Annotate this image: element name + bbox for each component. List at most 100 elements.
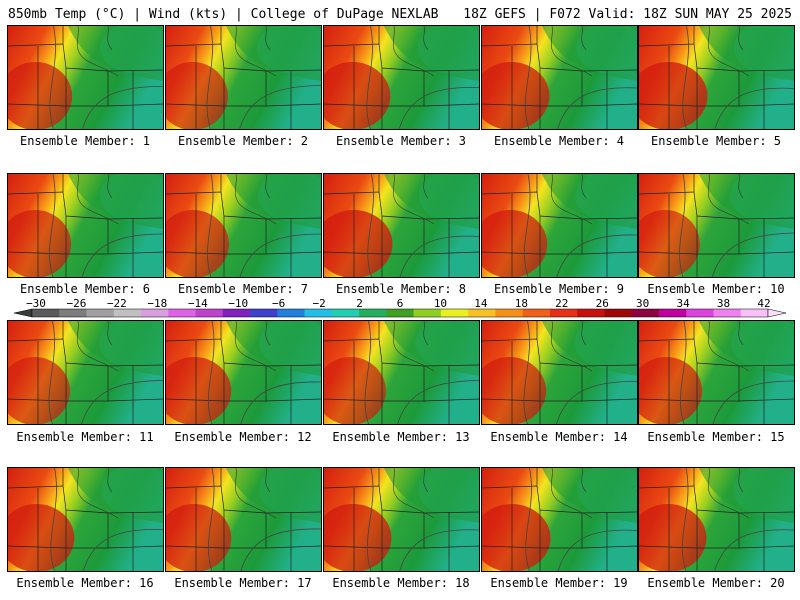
state-border	[8, 545, 67, 549]
warm-core	[324, 210, 393, 277]
river-line	[550, 321, 593, 372]
colorbar-tick-label: 2	[356, 297, 363, 310]
colorbar-segment	[32, 309, 60, 317]
river-line	[234, 26, 277, 77]
state-border	[166, 398, 225, 402]
state-border	[639, 398, 698, 402]
ensemble-member-label: Ensemble Member: 9	[493, 282, 625, 296]
colorbar-right-arrow	[767, 308, 787, 318]
state-border	[381, 216, 425, 255]
state-border	[265, 103, 321, 107]
colorbar-segment	[604, 309, 633, 317]
colorbar-segment	[86, 309, 115, 317]
river-line	[265, 321, 271, 346]
colorbar-tick-label: 42	[757, 297, 771, 310]
river-line	[738, 174, 744, 199]
ensemble-panel-15	[638, 320, 795, 425]
warm-core	[639, 62, 708, 129]
river-line	[423, 468, 429, 493]
river-line	[392, 174, 435, 225]
warm-core	[166, 357, 232, 424]
river-line	[581, 174, 587, 199]
warm-core	[639, 357, 702, 424]
temperature-map	[324, 26, 479, 129]
state-border	[223, 363, 267, 402]
isotherm-contour	[82, 528, 163, 571]
temperature-map	[482, 468, 637, 571]
colorbar-segment	[713, 309, 742, 317]
isotherm-contour	[556, 234, 637, 277]
green-band	[699, 174, 794, 229]
colorbar-segment	[740, 309, 769, 317]
state-border	[738, 103, 794, 107]
green-band	[226, 468, 321, 523]
temperature-map	[639, 26, 794, 129]
ensemble-panel-16	[7, 467, 164, 572]
warm-core	[8, 62, 73, 129]
temperature-map	[482, 26, 637, 129]
ensemble-member-label: Ensemble Member: 14	[490, 430, 628, 444]
river-line	[265, 468, 271, 493]
river-line	[550, 26, 593, 77]
river-line	[738, 26, 744, 51]
warm-core	[324, 504, 392, 571]
temperature-map	[639, 321, 794, 424]
state-border	[423, 251, 479, 255]
river-line	[581, 321, 587, 346]
warm-core	[639, 210, 700, 277]
ensemble-panel-6	[7, 173, 164, 278]
warm-core	[166, 62, 228, 129]
ensemble-member-label: Ensemble Member: 1	[19, 134, 151, 148]
ensemble-panel-4	[481, 25, 638, 130]
warm-core	[639, 504, 707, 571]
ensemble-member-label: Ensemble Member: 19	[490, 576, 628, 590]
river-line	[234, 468, 277, 519]
green-band	[226, 174, 321, 229]
state-border	[223, 216, 267, 255]
river-line	[76, 174, 119, 225]
ensemble-panel-19	[481, 467, 638, 572]
river-line	[234, 174, 277, 225]
state-border	[482, 398, 541, 402]
chart-title: 850mb Temp (°C) | Wind (kts) | College o…	[8, 7, 439, 22]
isotherm-contour	[366, 468, 374, 571]
river-line	[107, 468, 113, 493]
river-line	[707, 321, 750, 372]
colorbar-segment	[386, 309, 414, 317]
river-line	[707, 26, 750, 77]
state-border	[539, 216, 583, 255]
river-line	[265, 26, 271, 51]
isotherm-contour	[208, 468, 215, 571]
state-border	[324, 398, 383, 402]
river-line	[423, 321, 429, 346]
ensemble-member-label: Ensemble Member: 7	[177, 282, 309, 296]
isotherm-contour	[50, 468, 57, 571]
green-band	[384, 321, 479, 376]
river-line	[234, 321, 277, 372]
green-band	[226, 26, 321, 81]
state-border	[639, 545, 698, 549]
state-border	[65, 363, 109, 402]
green-band	[542, 321, 637, 376]
colorbar-segment	[549, 309, 578, 317]
state-border	[423, 398, 479, 402]
warm-core	[482, 357, 547, 424]
colorbar-tick-label: 34	[676, 297, 690, 310]
temperature-map	[166, 468, 321, 571]
colorbar-tick-label: 18	[514, 297, 528, 310]
state-border	[539, 510, 583, 549]
river-line	[738, 321, 744, 346]
colorbar-segment	[686, 309, 714, 317]
state-border	[65, 510, 109, 549]
colorbar-segment	[141, 309, 169, 317]
state-border	[381, 68, 425, 107]
colorbar-tick-label: 22	[555, 297, 569, 310]
temperature-map	[324, 468, 479, 571]
isotherm-contour	[239, 85, 321, 129]
state-border	[423, 545, 479, 549]
ensemble-panel-20	[638, 467, 795, 572]
ensemble-member-label: Ensemble Member: 15	[647, 430, 785, 444]
green-band	[699, 468, 794, 523]
colorbar-segment	[222, 309, 251, 317]
green-band	[699, 321, 794, 376]
